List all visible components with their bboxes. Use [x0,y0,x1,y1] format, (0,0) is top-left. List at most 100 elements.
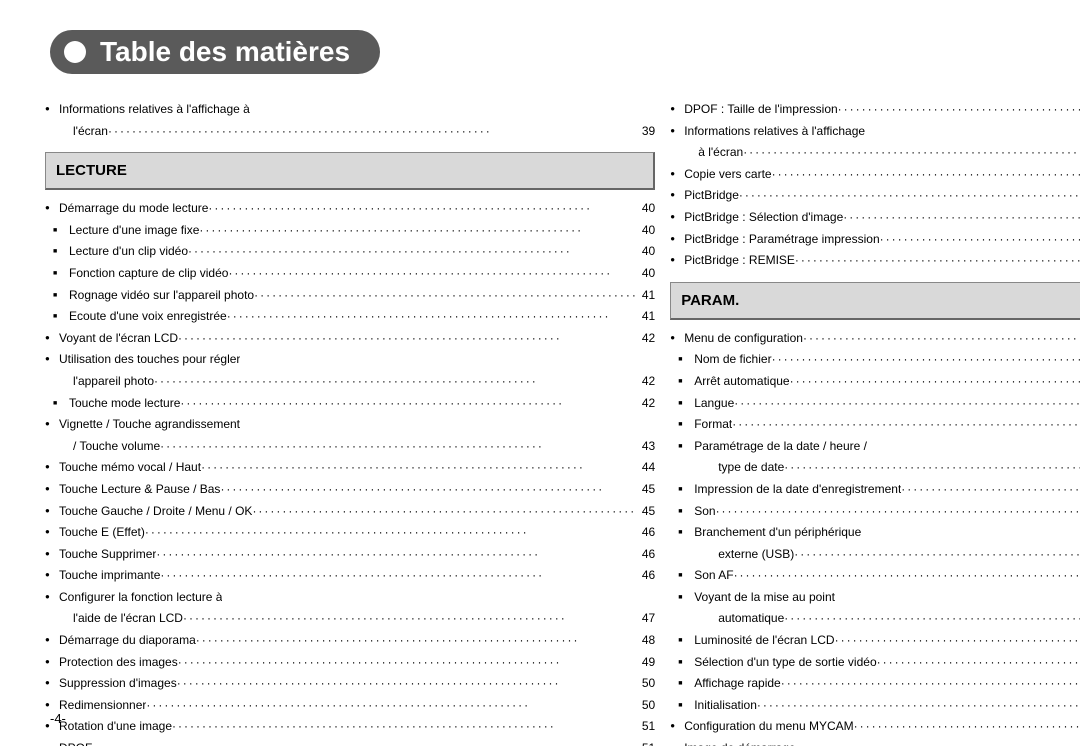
toc-entry: Branchement d'un périphérique [670,522,1080,544]
toc-entry: Sélection d'un type de sortie vidéo61 [670,652,1080,674]
toc-entry: DPOF : Taille de l'impression53 [670,99,1080,121]
bullet-square-icon [670,436,694,458]
toc-page: 46 [638,522,655,544]
toc-label: l'appareil photo [59,371,154,393]
bullet-dot-icon [45,198,59,220]
bullet-dot-icon [670,229,684,251]
toc-label: Copie vers carte [684,164,771,186]
toc-label: / Touche volume [59,436,160,458]
leader-dots [901,479,1080,501]
bullet-dot-icon [45,565,59,587]
toc-entry: Ecoute d'une voix enregistrée41 [45,306,655,328]
toc-entry: Voyant de la mise au point [670,587,1080,609]
leader-dots [743,142,1080,164]
leader-dots [796,738,1080,746]
leader-dots [172,716,638,738]
toc-page: 47 [638,608,655,630]
toc-entry: DPOF 51 [45,738,655,746]
toc-entry: Touche Supprimer46 [45,544,655,566]
bullet-square-icon [670,522,694,544]
leader-dots [188,241,638,263]
toc-page: 51 [638,716,655,738]
leader-dots [220,479,637,501]
leader-dots [108,121,638,143]
toc-entry: Lecture d'un clip vidéo 40 [45,241,655,263]
bullet-dot-icon [45,99,59,121]
toc-label: PictBridge [684,185,739,207]
toc-label: Protection des images [59,652,178,674]
toc-entry: Utilisation des touches pour régler [45,349,655,371]
toc-entry: Image de démarrage63 [670,738,1080,746]
leader-dots [838,99,1080,121]
toc-entry: Menu de configuration57 [670,328,1080,350]
toc-page: 40 [638,241,655,263]
toc-entry: Rognage vidéo sur l'appareil photo41 [45,285,655,307]
toc-label: Touche Supprimer [59,544,156,566]
bullet-square-icon [45,306,69,328]
toc-label: Voyant de l'écran LCD [59,328,178,350]
bullet-dot-icon [45,544,59,566]
leader-dots [254,285,638,307]
toc-label: Lecture d'un clip vidéo [69,241,188,263]
toc-entry: Format59 [670,414,1080,436]
toc-entry: Fonction capture de clip vidéo 40 [45,263,655,285]
toc-entry: Paramétrage de la date / heure / [670,436,1080,458]
leader-dots [196,630,638,652]
bullet-dot-icon [45,501,59,523]
toc-label: Langue [694,393,734,415]
toc-page: 51 [638,738,655,746]
toc-entry: Arrêt automatique58 [670,371,1080,393]
bullet-square-icon [670,695,694,717]
leader-dots [145,522,638,544]
toc-entry: Rotation d'une image51 [45,716,655,738]
leader-dots [781,673,1080,695]
leader-dots [160,436,638,458]
toc-entry: Informations relatives à l'affichage [670,121,1080,143]
leader-dots [160,565,637,587]
toc-label: Son AF [694,565,733,587]
toc-entry: automatique60 [670,608,1080,630]
toc-label: Ecoute d'une voix enregistrée [69,306,227,328]
leader-dots [146,695,637,717]
toc-label: Touche mémo vocal / Haut [59,457,201,479]
toc-label: Touche imprimante [59,565,160,587]
toc-label: Voyant de la mise au point [694,587,835,609]
page-title: Table des matières [50,30,380,74]
toc-label: Démarrage du mode lecture [59,198,208,220]
bullet-dot-icon [45,349,59,371]
page: Table des matières Informations relative… [0,0,1080,746]
toc-label: Son [694,501,715,523]
toc-entry: Copie vers carte54 [670,164,1080,186]
toc-entry: PictBridge54 [670,185,1080,207]
toc-label: Fonction capture de clip vidéo [69,263,228,285]
bullet-square-icon [670,630,694,652]
toc-entry: / Touche volume43 [45,436,655,458]
bullet-dot-icon [45,522,59,544]
toc-page: 42 [638,371,655,393]
toc-entry: Informations relatives à l'affichage à [45,99,655,121]
toc-entry: Langue58 [670,393,1080,415]
toc-label: Paramétrage de la date / heure / [694,436,867,458]
bullet-square-icon [670,673,694,695]
toc-entry: Suppression d'images50 [45,673,655,695]
toc-label: Touche E (Effet) [59,522,145,544]
toc-label: l'écran [59,121,108,143]
bullet-dot-icon [670,738,684,746]
bullet-square-icon [670,479,694,501]
leader-dots [772,349,1080,371]
toc-entry: type de date59 [670,457,1080,479]
toc-label: PictBridge : Sélection d'image [684,207,843,229]
toc-label: DPOF [59,738,92,746]
leader-dots [803,328,1080,350]
toc-entry: Redimensionner50 [45,695,655,717]
leader-dots [794,544,1080,566]
bullet-square-icon [670,587,694,609]
toc-label: Touche Gauche / Droite / Menu / OK [59,501,252,523]
toc-label: Configurer la fonction lecture à [59,587,222,609]
toc-columns: Informations relatives à l'affichage àl'… [20,99,1060,746]
toc-label: Image de démarrage [684,738,795,746]
toc-page: 40 [638,263,655,285]
bullet-square-icon [45,393,69,415]
bullet-dot-icon [45,673,59,695]
bullet-dot-icon [45,457,59,479]
